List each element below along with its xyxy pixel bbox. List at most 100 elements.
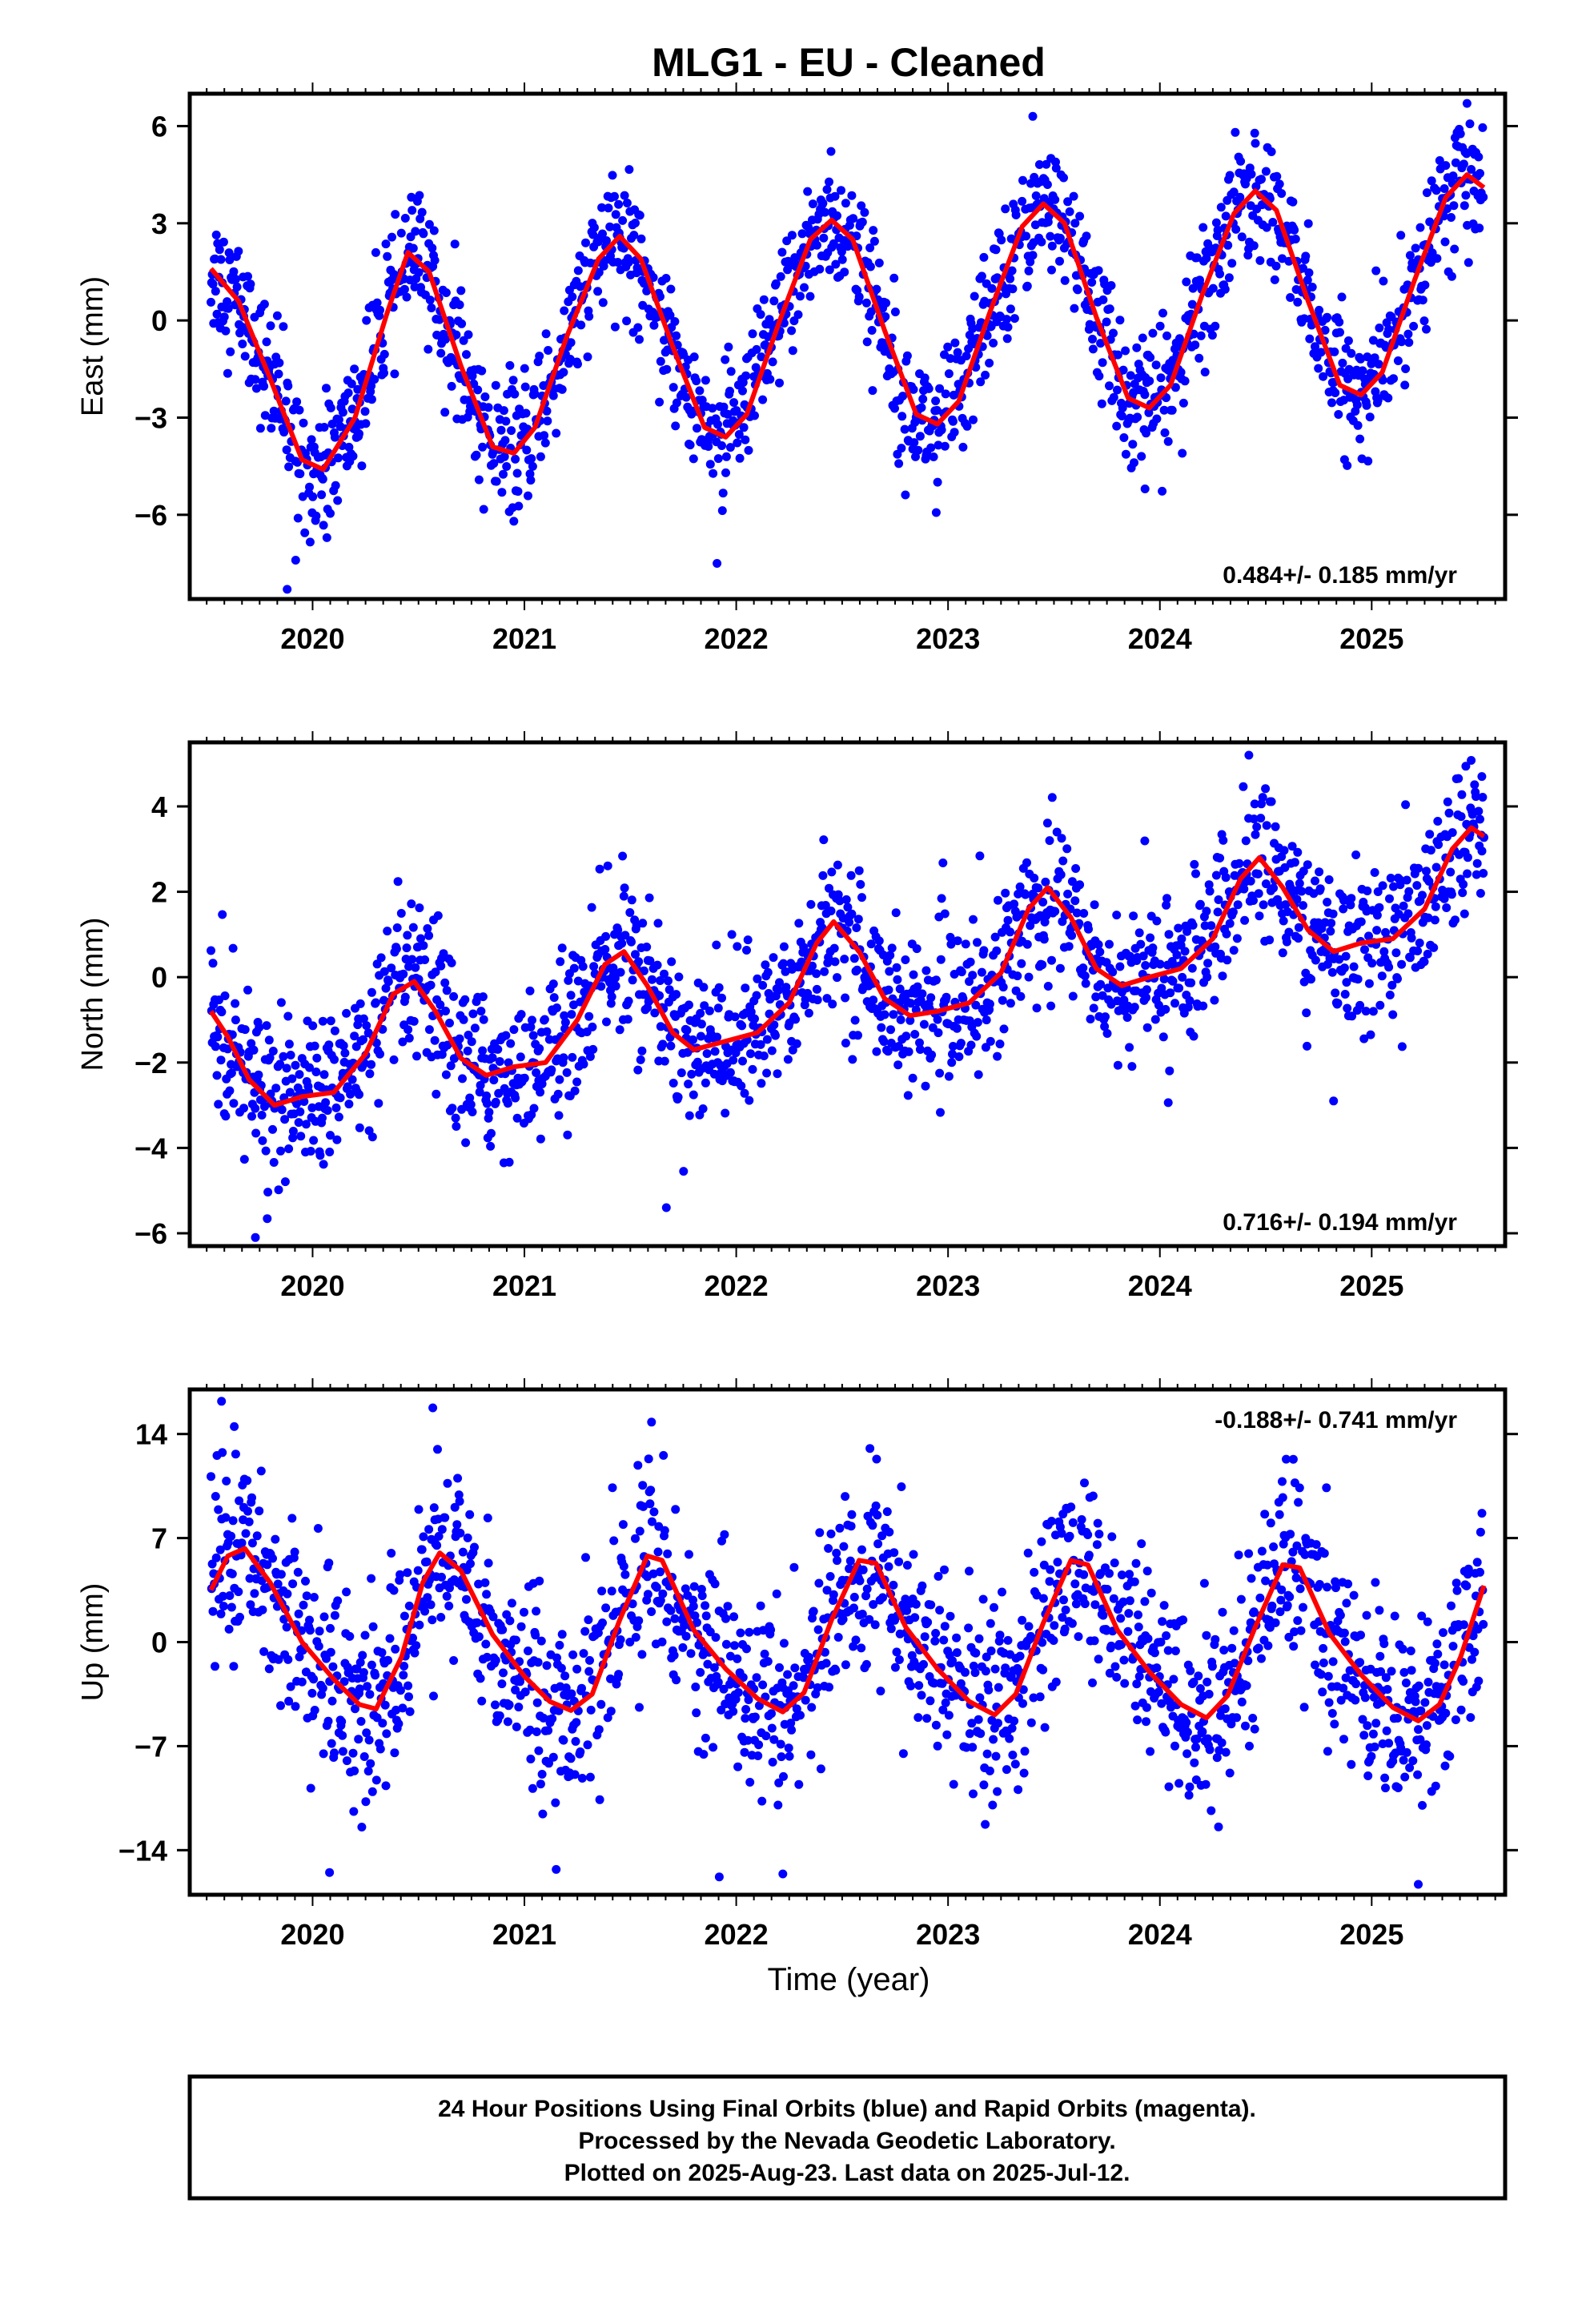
data-point	[1068, 991, 1078, 1001]
data-point	[831, 1666, 841, 1675]
data-point	[721, 355, 730, 364]
data-point	[936, 1108, 945, 1117]
data-point	[710, 1579, 720, 1589]
data-point	[212, 1071, 222, 1080]
data-point	[1084, 1550, 1094, 1560]
data-point	[577, 1774, 587, 1783]
data-point	[1311, 342, 1319, 352]
data-point	[598, 1618, 607, 1627]
data-point	[821, 901, 830, 910]
data-point	[979, 1780, 989, 1790]
data-point	[1257, 799, 1266, 809]
data-point	[1178, 398, 1188, 408]
data-point	[273, 1579, 283, 1589]
data-point	[1022, 939, 1032, 949]
data-point	[631, 1534, 640, 1543]
data-point	[620, 191, 629, 200]
data-point	[463, 1046, 472, 1055]
data-point	[1007, 266, 1017, 275]
data-point	[1007, 1723, 1017, 1733]
data-point	[1401, 800, 1411, 810]
data-point	[371, 1038, 381, 1047]
data-point	[1443, 797, 1452, 806]
data-point	[1094, 1655, 1103, 1664]
data-point	[851, 1635, 861, 1645]
data-point	[510, 389, 520, 399]
data-point	[1478, 793, 1488, 802]
data-point	[1472, 792, 1480, 802]
data-point	[288, 1133, 298, 1143]
data-point	[295, 1107, 305, 1116]
data-point	[648, 1569, 658, 1578]
data-point	[1015, 882, 1025, 891]
data-point	[1467, 165, 1476, 174]
data-point	[1003, 323, 1013, 332]
data-point	[211, 1553, 221, 1562]
data-point	[1090, 900, 1099, 910]
data-point	[333, 1596, 343, 1606]
data-point	[280, 1177, 290, 1187]
data-point	[359, 1752, 369, 1761]
data-point	[534, 1746, 544, 1755]
data-point	[697, 1585, 706, 1594]
data-point	[1003, 1635, 1013, 1645]
data-point	[1271, 822, 1280, 831]
data-point	[426, 1600, 436, 1610]
data-point	[872, 1454, 881, 1464]
data-point	[557, 384, 567, 394]
data-point	[813, 1625, 823, 1634]
data-point	[698, 1104, 708, 1113]
data-point	[939, 1635, 949, 1645]
data-point	[954, 1052, 964, 1061]
data-point	[775, 1663, 784, 1672]
data-point	[892, 963, 901, 972]
data-point	[1053, 1558, 1062, 1567]
data-point	[1330, 347, 1339, 356]
data-point	[920, 373, 930, 383]
data-point	[1185, 996, 1195, 1005]
data-point	[207, 1472, 215, 1482]
data-point	[869, 995, 878, 1005]
data-point	[287, 1514, 297, 1523]
data-point	[538, 1809, 548, 1819]
data-point	[754, 1740, 764, 1750]
data-point	[636, 1055, 645, 1064]
data-point	[1178, 448, 1187, 458]
data-point	[1072, 908, 1082, 918]
data-point	[294, 1118, 303, 1128]
data-point	[381, 1781, 391, 1791]
data-point	[619, 1562, 628, 1571]
data-point	[1211, 218, 1221, 227]
data-point	[857, 201, 866, 211]
data-point	[1447, 828, 1457, 838]
data-point	[504, 1058, 513, 1068]
data-point	[390, 369, 400, 379]
data-point	[1451, 158, 1460, 167]
data-point	[1305, 334, 1315, 344]
data-point	[284, 462, 294, 472]
data-point	[1195, 353, 1204, 363]
data-point	[1409, 321, 1419, 331]
data-point	[1440, 237, 1450, 247]
data-point	[985, 358, 994, 368]
data-point	[1460, 201, 1469, 211]
data-point	[1353, 975, 1363, 984]
data-point	[768, 1757, 777, 1767]
data-point	[975, 1693, 985, 1703]
data-point	[1456, 129, 1465, 139]
data-point	[943, 342, 953, 352]
data-point	[1383, 393, 1393, 403]
data-point	[759, 1051, 769, 1060]
data-point	[495, 1057, 504, 1066]
data-point	[404, 1681, 413, 1691]
data-point	[779, 959, 788, 968]
data-point	[326, 1623, 335, 1633]
data-point	[622, 316, 632, 326]
data-point	[511, 454, 520, 464]
data-point	[254, 1070, 263, 1080]
data-point	[424, 344, 433, 354]
data-point	[334, 453, 343, 463]
data-point	[639, 1502, 648, 1511]
x-tick-label: 2025	[1339, 1269, 1403, 1302]
data-point	[1046, 1001, 1056, 1011]
